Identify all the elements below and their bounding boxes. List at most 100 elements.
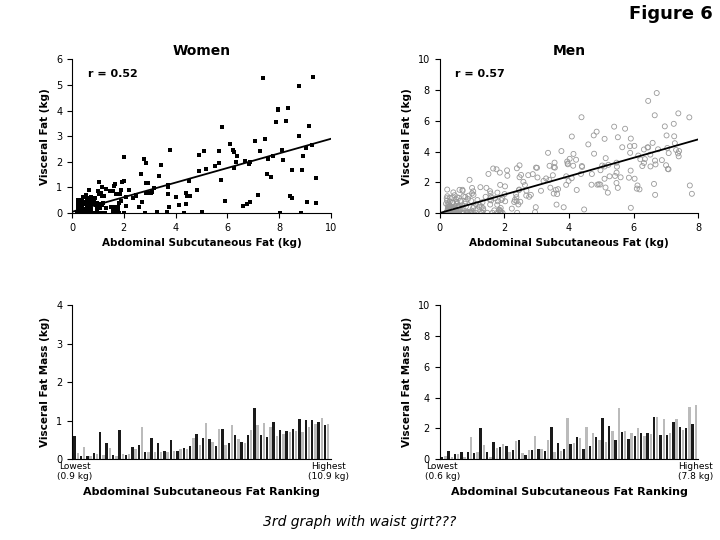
Point	[197, 207, 208, 216]
Point	[510, 190, 522, 199]
Point	[216, 123, 228, 132]
Point	[444, 203, 455, 212]
Bar	[666, 435, 668, 459]
Point	[83, 208, 94, 217]
Point	[99, 208, 110, 217]
Point	[80, 191, 91, 199]
Point	[81, 206, 93, 215]
Bar	[636, 428, 639, 459]
Point	[636, 161, 648, 170]
Point	[656, 156, 667, 164]
Point	[495, 207, 506, 215]
Point	[444, 202, 456, 211]
Point	[443, 205, 454, 214]
Bar	[157, 443, 159, 459]
Point	[82, 198, 94, 206]
Point	[683, 113, 695, 122]
Point	[295, 208, 307, 217]
X-axis label: Abdominal Subcutaneous Fat (kg): Abdominal Subcutaneous Fat (kg)	[102, 238, 301, 248]
Point	[287, 166, 298, 174]
Point	[443, 208, 454, 217]
Point	[612, 133, 624, 141]
Point	[511, 208, 523, 217]
Bar	[234, 435, 236, 459]
Point	[454, 197, 466, 205]
Point	[595, 180, 606, 189]
Point	[95, 208, 107, 217]
Bar	[547, 441, 549, 459]
Point	[81, 197, 93, 206]
Point	[109, 182, 120, 191]
Point	[562, 157, 573, 166]
Bar	[688, 407, 690, 459]
Bar	[153, 452, 156, 459]
Point	[566, 132, 577, 141]
Point	[310, 173, 321, 182]
Point	[272, 105, 284, 113]
Bar	[528, 450, 530, 459]
Point	[270, 117, 282, 126]
Point	[293, 132, 305, 140]
Point	[634, 185, 645, 194]
Point	[228, 163, 240, 172]
Point	[624, 173, 635, 182]
Point	[600, 154, 611, 163]
Bar	[260, 435, 262, 459]
Point	[530, 203, 541, 212]
Bar	[441, 457, 444, 459]
Point	[470, 208, 482, 217]
Bar	[96, 454, 98, 459]
Bar	[99, 431, 102, 459]
Point	[82, 208, 94, 217]
Point	[78, 208, 90, 217]
Point	[457, 186, 469, 195]
Point	[484, 195, 495, 204]
Bar	[115, 456, 117, 459]
Bar	[292, 429, 294, 459]
Point	[586, 170, 598, 178]
Bar	[534, 436, 536, 459]
Point	[506, 204, 518, 213]
Text: 3rd graph with waist girt???: 3rd graph with waist girt???	[264, 515, 456, 529]
Point	[542, 148, 554, 157]
Bar	[470, 437, 472, 459]
Point	[449, 191, 460, 200]
Point	[668, 132, 680, 140]
Bar	[695, 404, 697, 459]
Point	[611, 158, 622, 167]
Point	[123, 186, 135, 194]
Point	[576, 163, 588, 171]
Point	[625, 166, 636, 175]
Point	[73, 208, 84, 217]
Point	[474, 183, 486, 192]
Point	[83, 186, 94, 194]
Point	[489, 206, 500, 215]
Point	[492, 200, 503, 209]
Bar	[253, 408, 256, 459]
Point	[114, 190, 126, 198]
Bar	[118, 430, 121, 459]
Point	[74, 206, 86, 215]
Point	[91, 200, 102, 209]
Point	[544, 161, 555, 170]
Bar	[186, 449, 188, 459]
Point	[485, 189, 496, 198]
Bar	[592, 433, 594, 459]
Point	[540, 174, 552, 183]
Point	[130, 192, 142, 200]
Point	[662, 165, 674, 173]
Point	[307, 140, 318, 149]
Point	[444, 201, 456, 210]
Bar	[621, 431, 624, 459]
Bar	[508, 452, 510, 459]
Bar	[614, 440, 617, 459]
Point	[515, 198, 526, 206]
X-axis label: Abdominal Subcutaneous Fat Ranking: Abdominal Subcutaneous Fat Ranking	[451, 487, 688, 497]
Point	[441, 185, 453, 194]
Point	[86, 197, 97, 206]
Point	[673, 152, 685, 161]
Point	[684, 181, 696, 190]
Point	[548, 189, 559, 198]
Bar	[598, 440, 600, 459]
Point	[482, 170, 494, 178]
